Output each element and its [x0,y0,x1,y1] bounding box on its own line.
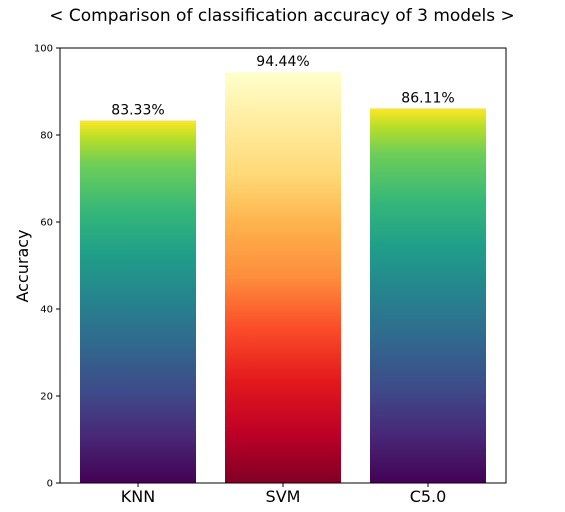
chart-title: < Comparison of classification accuracy … [49,6,515,26]
x-tick-label-knn: KNN [121,487,155,506]
x-tick-label-c5-0: C5.0 [410,487,447,506]
y-tick-label-100: 100 [34,44,53,55]
bar-knn [80,120,196,483]
data-label-knn: 83.33% [111,103,164,119]
y-tick-label-40: 40 [40,305,53,316]
plot-area-frame [59,47,507,484]
y-axis-label: Accuracy [13,229,32,302]
bars-group [80,72,486,484]
y-tick-label-80: 80 [40,131,53,142]
y-tick-label-60: 60 [40,218,53,229]
y-axis-ticks: 0 20 40 60 80 100 [34,44,60,490]
y-tick-label-0: 0 [47,479,53,490]
bar-c5-0 [370,108,486,484]
data-labels: 83.33% 94.44% 86.11% [111,54,454,118]
x-tick-label-svm: SVM [266,487,301,506]
y-tick-label-20: 20 [40,392,53,403]
bar-svm [225,72,341,483]
data-label-svm: 94.44% [256,54,309,70]
x-axis-ticks: KNN SVM C5.0 [121,483,447,506]
data-label-c5-0: 86.11% [401,90,454,106]
